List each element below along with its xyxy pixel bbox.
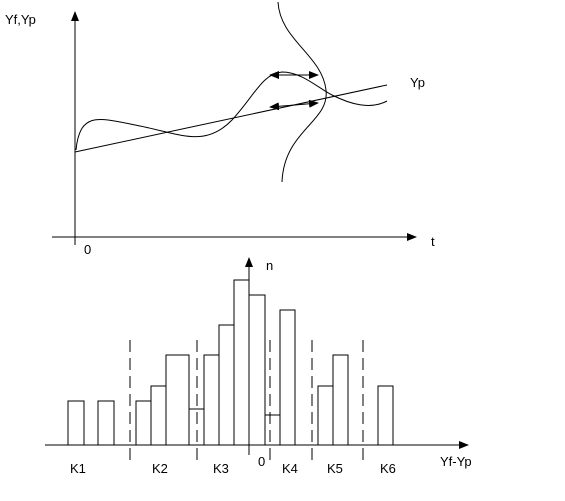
bar bbox=[135, 400, 152, 446]
bar bbox=[317, 385, 334, 446]
line-label: Yp bbox=[410, 75, 425, 90]
interval-label: K1 bbox=[70, 461, 86, 476]
bar bbox=[264, 414, 281, 446]
origin-label: 0 bbox=[84, 242, 91, 257]
bar bbox=[165, 354, 190, 446]
actual-curve bbox=[75, 71, 388, 151]
bar bbox=[279, 309, 296, 446]
interval-label: K4 bbox=[282, 461, 298, 476]
bar bbox=[67, 400, 85, 446]
interval-label: K2 bbox=[152, 461, 168, 476]
y-axis-label: n bbox=[266, 258, 273, 273]
x-axis-label: t bbox=[431, 234, 435, 249]
histogram: n 0 Yf-Yp bbox=[45, 257, 472, 469]
origin-label: 0 bbox=[258, 454, 265, 469]
interval-label: K5 bbox=[327, 461, 343, 476]
x-axis-label: Yf-Yp bbox=[440, 454, 472, 469]
bar bbox=[233, 279, 250, 446]
arrow bbox=[269, 102, 296, 111]
bar bbox=[97, 400, 115, 446]
interval-label: K6 bbox=[380, 461, 396, 476]
bar bbox=[150, 385, 167, 446]
arrow bbox=[294, 99, 319, 108]
bar bbox=[203, 354, 220, 446]
interval-label: K3 bbox=[213, 461, 229, 476]
bar bbox=[218, 324, 235, 446]
bar bbox=[332, 354, 349, 446]
bar bbox=[377, 385, 394, 446]
distribution-curve bbox=[277, 1, 327, 183]
top-plot: Yf,Yp 0 t Yp bbox=[5, 1, 435, 257]
bar bbox=[248, 294, 266, 446]
trend-line bbox=[74, 84, 388, 153]
y-axis-label: Yf,Yp bbox=[5, 12, 36, 27]
